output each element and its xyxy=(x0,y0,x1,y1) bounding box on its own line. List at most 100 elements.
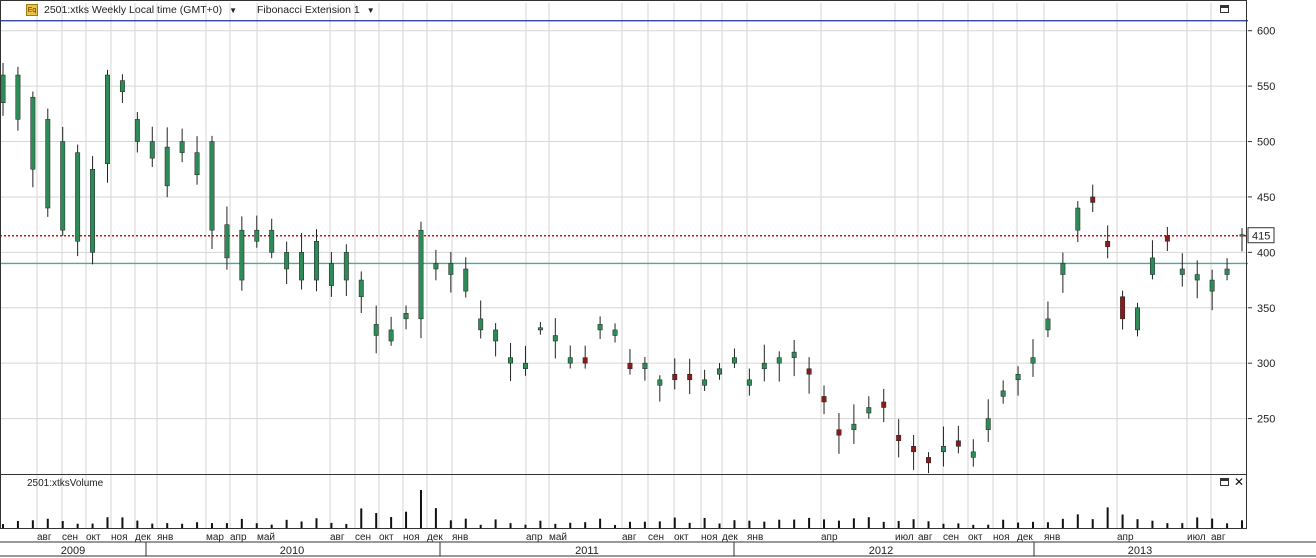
down-candle xyxy=(926,457,931,464)
year-label: 2011 xyxy=(575,545,599,557)
up-candle xyxy=(239,229,245,281)
year-label: 2013 xyxy=(1128,545,1152,557)
up-candle xyxy=(373,324,379,336)
month-label: янв xyxy=(747,532,763,543)
up-candle xyxy=(0,74,6,103)
volume-bar xyxy=(106,517,109,528)
up-candle xyxy=(1149,257,1155,275)
last-price-tag xyxy=(1247,227,1275,244)
month-label: дек xyxy=(722,532,738,543)
last-price-label: 415 xyxy=(1252,231,1270,243)
up-candle xyxy=(970,451,976,458)
volume-panel-title: 2501:xtksVolume xyxy=(27,478,104,489)
volume-bar xyxy=(614,524,617,528)
up-candle xyxy=(761,362,767,369)
up-candle xyxy=(105,74,110,164)
month-label: авг xyxy=(37,532,52,543)
up-candle xyxy=(1224,268,1230,275)
up-candle xyxy=(657,379,663,386)
study-dropdown-icon[interactable]: ▼ xyxy=(366,5,375,15)
volume-bar xyxy=(1241,520,1243,528)
month-label: янв xyxy=(157,532,173,543)
volume-bar xyxy=(31,520,34,528)
month-label: июл xyxy=(1187,532,1206,543)
volume-bar xyxy=(852,518,855,528)
volume-bar xyxy=(673,517,676,528)
volume-bar xyxy=(957,523,960,528)
up-candle xyxy=(358,279,364,297)
up-candle xyxy=(866,407,872,414)
volume-bar xyxy=(2,524,4,528)
month-label: авг xyxy=(1211,532,1226,543)
close-volume-panel-icon[interactable]: ✕ xyxy=(1234,475,1245,489)
up-candle xyxy=(463,268,469,292)
study-label[interactable]: Fibonacci Extension 1 xyxy=(257,4,360,16)
volume-bar xyxy=(987,524,990,528)
up-candle xyxy=(254,229,260,242)
up-candle xyxy=(746,379,752,386)
down-candle xyxy=(806,368,812,375)
year-label: 2012 xyxy=(869,545,893,557)
down-candle xyxy=(687,374,693,381)
up-candle xyxy=(493,329,499,342)
symbol-label[interactable]: 2501:xtks Weekly Local time (GMT+0) xyxy=(44,4,223,16)
up-candle xyxy=(388,329,394,342)
down-candle xyxy=(881,401,887,408)
y-tick-label: 600 xyxy=(1257,26,1275,38)
down-candle xyxy=(955,440,961,447)
down-candle xyxy=(911,446,917,453)
volume-bar xyxy=(584,522,587,528)
volume-bar xyxy=(91,523,94,528)
volume-bar xyxy=(270,524,273,528)
up-candle xyxy=(732,357,737,364)
month-label: дек xyxy=(1017,532,1033,543)
volume-bar xyxy=(643,521,646,528)
down-candle xyxy=(836,429,842,436)
up-candle xyxy=(1209,279,1215,292)
up-candle xyxy=(194,152,200,176)
volume-bar xyxy=(434,508,437,528)
up-candle xyxy=(1060,263,1066,275)
month-label: авг xyxy=(622,532,637,543)
up-candle xyxy=(209,141,215,231)
volume-bar xyxy=(1121,514,1124,528)
volume-bar xyxy=(300,521,303,528)
chart-header[interactable]: Eq 2501:xtks Weekly Local time (GMT+0) ▼ … xyxy=(26,3,375,17)
up-candle xyxy=(314,241,319,281)
up-candle xyxy=(119,80,125,92)
maximize-volume-panel-icon[interactable] xyxy=(1220,478,1229,486)
volume-bar xyxy=(763,521,766,528)
up-candle xyxy=(597,324,603,331)
volume-bar xyxy=(688,522,691,528)
year-label: 2009 xyxy=(61,545,85,557)
month-label: сен xyxy=(355,532,371,543)
volume-bar xyxy=(449,520,452,528)
up-candle xyxy=(30,96,36,170)
y-tick-label: 400 xyxy=(1257,247,1275,259)
volume-bar xyxy=(390,516,393,528)
price-axis: 250 300 350 400 450 500 550 600 415 xyxy=(1247,26,1275,426)
y-tick-label: 250 xyxy=(1257,414,1275,426)
month-label: дек xyxy=(135,532,151,543)
up-candle xyxy=(1030,357,1036,364)
volume-bar xyxy=(554,523,557,528)
down-candle xyxy=(672,374,678,381)
up-candle xyxy=(1045,318,1051,331)
up-candle xyxy=(60,141,66,231)
volume-bar xyxy=(345,523,348,528)
volume-bar xyxy=(599,518,602,528)
month-label: апр xyxy=(821,532,838,543)
down-candle xyxy=(582,357,588,364)
volume-bar xyxy=(1017,522,1020,528)
symbol-dropdown-icon[interactable]: ▼ xyxy=(229,5,237,15)
maximize-price-panel-icon[interactable] xyxy=(1220,5,1229,13)
volume-bar xyxy=(658,521,661,528)
month-label: окт xyxy=(968,532,983,543)
up-candle xyxy=(776,357,782,364)
up-candle xyxy=(269,229,275,253)
month-label: апр xyxy=(1117,532,1134,543)
volume-bar xyxy=(255,523,258,528)
month-label: май xyxy=(257,532,275,543)
month-label: апр xyxy=(230,532,247,543)
chart-icon[interactable]: Eq xyxy=(26,4,38,16)
